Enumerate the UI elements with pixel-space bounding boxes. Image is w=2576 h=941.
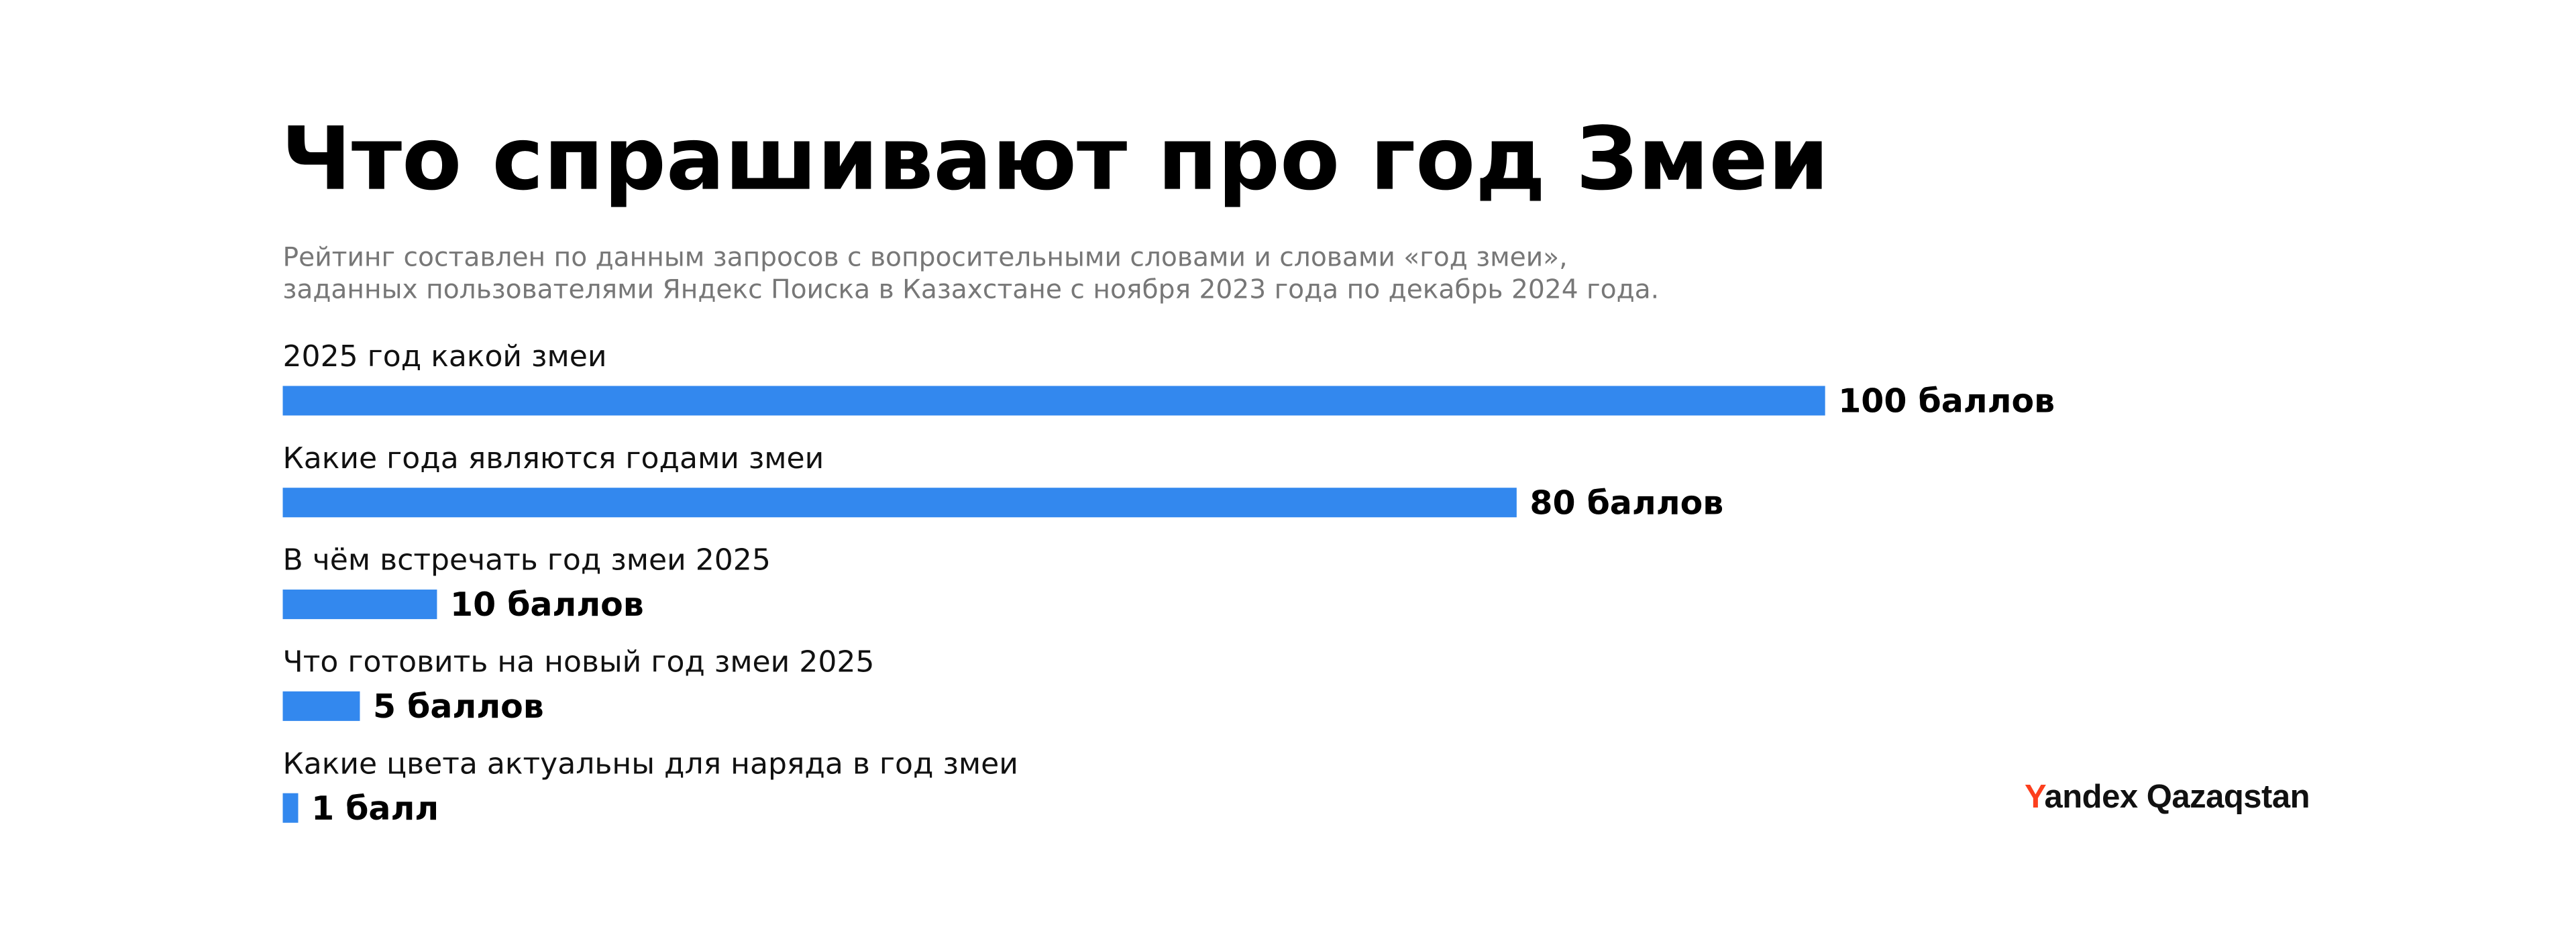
- category-label: В чём встречать год змеи 2025: [283, 543, 771, 577]
- category-label: Что готовить на новый год змеи 2025: [283, 645, 875, 679]
- value-label: 80 баллов: [1529, 484, 1723, 522]
- category-label: Какие цвета актуальны для наряда в год з…: [283, 746, 1018, 781]
- subtitle: заданных пользователями Яндекс Поиска в …: [283, 274, 1660, 305]
- bar: [282, 488, 1517, 518]
- value-label: 1 балл: [311, 789, 439, 828]
- bar: [282, 793, 299, 823]
- value-label: 5 баллов: [373, 687, 544, 726]
- category-label: Какие года являются годами змеи: [283, 441, 824, 476]
- subtitle: Рейтинг составлен по данным запросов с в…: [283, 243, 1568, 273]
- chart-title: Что спрашивают про год Змеи: [281, 109, 1829, 210]
- value-label: 100 баллов: [1838, 382, 2055, 421]
- value-label: 10 баллов: [450, 586, 644, 624]
- bar: [282, 386, 1825, 416]
- category-label: 2025 год какой змеи: [283, 339, 607, 374]
- bar: [282, 590, 437, 620]
- brand-logo: Yandex Qazaqstan: [2025, 779, 2310, 815]
- bar: [282, 691, 360, 721]
